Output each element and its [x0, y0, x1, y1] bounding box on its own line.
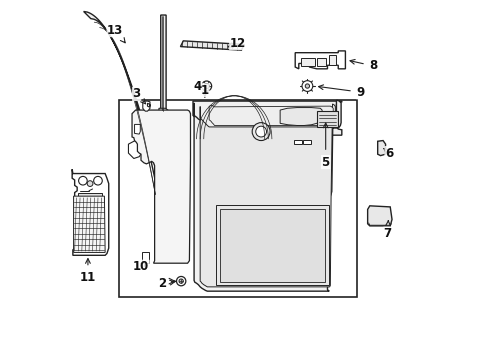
Text: 13: 13	[107, 24, 125, 43]
Polygon shape	[74, 196, 105, 252]
Text: 5: 5	[321, 123, 330, 168]
Polygon shape	[200, 104, 335, 287]
Circle shape	[252, 123, 270, 140]
Circle shape	[78, 176, 87, 185]
Polygon shape	[143, 101, 150, 111]
Polygon shape	[161, 15, 166, 116]
Polygon shape	[135, 125, 140, 134]
Polygon shape	[193, 101, 342, 135]
Text: 3: 3	[133, 87, 146, 104]
Polygon shape	[194, 100, 341, 291]
Text: 1: 1	[201, 84, 209, 98]
Polygon shape	[132, 110, 191, 263]
Circle shape	[201, 81, 212, 91]
Circle shape	[179, 279, 183, 283]
Polygon shape	[180, 41, 245, 50]
Text: 10: 10	[133, 260, 149, 273]
Text: 7: 7	[384, 221, 392, 240]
Polygon shape	[378, 140, 386, 156]
Polygon shape	[84, 12, 163, 198]
Bar	[318, 58, 326, 66]
Bar	[303, 140, 311, 144]
Circle shape	[302, 81, 313, 91]
Circle shape	[204, 84, 209, 89]
Polygon shape	[128, 139, 145, 158]
Circle shape	[256, 126, 267, 137]
Bar	[119, 100, 357, 297]
Circle shape	[87, 181, 93, 186]
Circle shape	[94, 176, 102, 185]
Text: 2: 2	[158, 278, 175, 291]
Text: 4: 4	[194, 80, 203, 93]
Bar	[294, 140, 302, 144]
Polygon shape	[159, 108, 168, 121]
Bar	[78, 193, 101, 196]
Bar	[300, 58, 315, 66]
Polygon shape	[280, 108, 322, 126]
Circle shape	[176, 276, 186, 286]
Polygon shape	[317, 111, 338, 127]
Polygon shape	[220, 209, 324, 282]
Text: 6: 6	[384, 147, 393, 159]
Polygon shape	[368, 206, 392, 226]
Polygon shape	[209, 105, 333, 126]
Polygon shape	[295, 51, 345, 69]
Bar	[142, 252, 148, 263]
Polygon shape	[216, 205, 329, 285]
Circle shape	[305, 84, 310, 88]
Text: 9: 9	[318, 85, 365, 99]
Text: 12: 12	[228, 36, 246, 50]
Text: 8: 8	[350, 59, 377, 72]
Bar	[329, 55, 336, 64]
Text: 11: 11	[80, 258, 96, 284]
Polygon shape	[72, 169, 109, 255]
